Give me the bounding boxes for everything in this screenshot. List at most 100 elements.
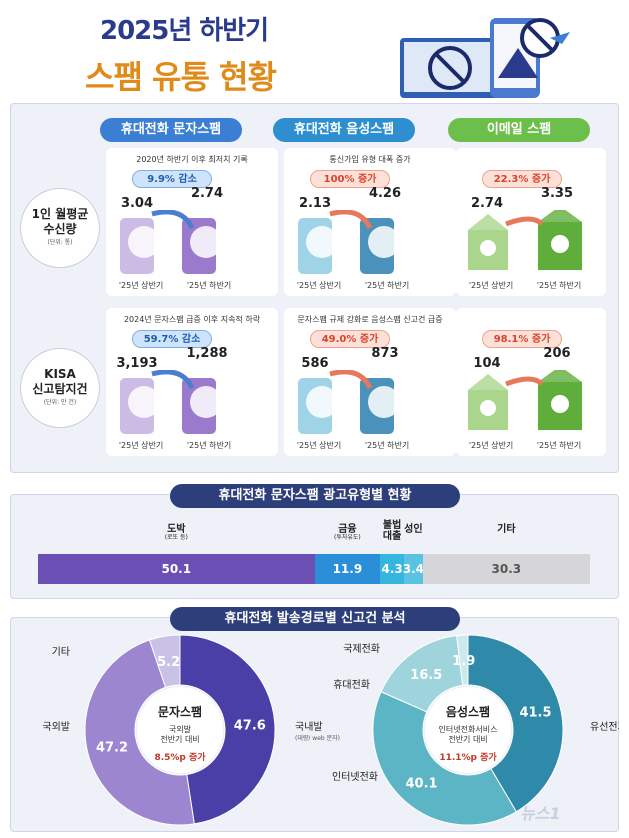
donut-slice	[456, 634, 469, 686]
donut-slice-note: (대량/ web 문자)	[295, 734, 340, 742]
watermark: 뉴스1	[520, 804, 561, 823]
column-header-email: 이메일 스팸	[448, 118, 590, 142]
change-badge: 22.3% 증가	[482, 170, 562, 188]
donut-slice-label: 유선전화	[590, 721, 619, 733]
phone-icons	[298, 210, 400, 274]
donut-center-highlight: 8.5%p 증가	[154, 751, 206, 763]
column-header-voice: 휴대전화 음성스팸	[273, 118, 415, 142]
donut-center-highlight: 11.1%p 증가	[439, 751, 497, 763]
period-label-second: '25년 하반기	[364, 281, 410, 290]
bar-segment: 11.9	[314, 554, 381, 584]
donut-slice-value: 16.5	[410, 668, 442, 683]
bar-category-label: 도박 (로또 등)	[136, 524, 216, 542]
period-label-first: '25년 상반기	[468, 441, 514, 450]
bar-category-label: 성인	[404, 524, 423, 535]
donut-slice	[179, 634, 276, 825]
value-first-half: 3.04	[120, 196, 154, 211]
bar-category-note: (로또 등)	[164, 534, 188, 541]
donut-slice-value: 1.9	[452, 654, 475, 669]
bar-segment: 50.1	[38, 554, 315, 584]
donut-slice-value: 40.1	[406, 776, 438, 791]
bar-category-label: 금융 (투자유도)	[307, 524, 387, 542]
donut-slice-label: 국내발	[295, 721, 323, 733]
value-second-half: 1,288	[186, 346, 228, 361]
period-label-second: '25년 하반기	[364, 441, 410, 450]
bar-category-label: 기타	[497, 524, 516, 535]
column-header-sms: 휴대전화 문자스팸	[100, 118, 242, 142]
donut-center-text: 전반기 대비	[448, 734, 487, 744]
row-unit: (단위: 만 건)	[43, 399, 77, 406]
donut-slice	[467, 634, 564, 813]
value-second-half: 2.74	[190, 186, 224, 201]
row-label-text: KISA 신고탐지건	[32, 367, 88, 396]
value-first-half: 2.74	[470, 196, 504, 211]
period-label-first: '25년 상반기	[468, 281, 514, 290]
period-label-first: '25년 상반기	[118, 441, 164, 450]
section2-title: 휴대전화 문자스팸 광고유형별 현황	[170, 484, 460, 508]
value-first-half: 3,193	[116, 356, 158, 371]
donut-center-text: 국외발	[169, 724, 192, 734]
row-label-text: 1인 월평균 수신량	[31, 207, 89, 236]
period-label-second: '25년 하반기	[536, 441, 582, 450]
donut-center	[425, 687, 511, 773]
bar-category-note: (투자유도)	[334, 534, 361, 541]
header-illustration	[400, 18, 570, 98]
value-first-half: 104	[473, 356, 501, 371]
period-label-second: '25년 하반기	[186, 281, 232, 290]
donut-slice-value: 41.5	[519, 706, 551, 721]
value-second-half: 3.35	[540, 186, 574, 201]
value-first-half: 2.13	[298, 196, 332, 211]
donut-slice	[84, 639, 195, 826]
value-first-half: 586	[301, 356, 329, 371]
donut-slice-label: 인터넷전화	[332, 771, 378, 783]
phone-icons	[298, 370, 400, 434]
donut-center-title: 음성스팸	[446, 704, 490, 719]
email-icons	[468, 370, 582, 430]
section3-title: 휴대전화 발송경로별 신고건 분석	[170, 607, 460, 631]
change-badge: 59.7% 감소	[132, 330, 212, 348]
title-line1: 2025년 하반기	[100, 16, 269, 46]
value-second-half: 206	[543, 346, 571, 361]
donut-slice-value: 47.2	[96, 741, 128, 756]
change-badge: 9.9% 감소	[132, 170, 212, 188]
donut-center	[137, 687, 223, 773]
row-label-reports: KISA 신고탐지건 (단위: 만 건)	[20, 348, 100, 428]
change-badge: 49.0% 증가	[310, 330, 390, 348]
period-label-second: '25년 하반기	[536, 281, 582, 290]
phone-icons	[120, 210, 222, 274]
donut-slice-value: 47.6	[234, 719, 266, 734]
route-donut-charts: 47.6 국내발(대량/ web 문자)47.2국외발5.2기타문자스팸국외발전반…	[42, 634, 619, 826]
period-label-first: '25년 상반기	[296, 281, 342, 290]
donut-center-text: 전반기 대비	[160, 734, 199, 744]
bar-segment: 30.3	[422, 554, 590, 584]
card-subtitle: 2020년 하반기 이후 최저치 기록	[136, 155, 248, 164]
period-label-second: '25년 하반기	[186, 441, 232, 450]
donut-slice-label: 국제전화	[343, 643, 380, 655]
period-label-first: '25년 상반기	[118, 281, 164, 290]
change-badge: 100% 증가	[310, 170, 390, 188]
donut-slice-label: 기타	[52, 646, 70, 658]
ad-type-bar-chart: 도박 (로또 등) 50.1 금융 (투자유도) 11.9 불법 대출 4.3 성인 3.4 기타 3…	[38, 520, 590, 590]
row-label-monthly: 1인 월평균 수신량 (단위: 통)	[20, 188, 100, 268]
email-icons	[468, 210, 582, 270]
change-badge: 98.1% 증가	[482, 330, 562, 348]
donut-center-title: 문자스팸	[158, 704, 202, 719]
bar-segment: 4.3	[380, 554, 404, 584]
donut-slice-value: 5.2	[157, 655, 180, 670]
bar-category-label: 불법 대출	[382, 520, 402, 542]
value-second-half: 873	[371, 346, 399, 361]
card-subtitle: 2024년 문자스팸 급증 이후 지속적 하락	[123, 315, 261, 324]
row-unit: (단위: 통)	[47, 239, 73, 246]
title-line2: 스팸 유통 현황	[85, 58, 277, 96]
donut-center-text: 인터넷전화서비스	[439, 724, 498, 734]
donut-slice-label: 휴대전화	[333, 679, 370, 691]
card-subtitle: 문자스팸 규제 강화로 음성스팸 신고건 급증	[297, 315, 443, 324]
period-label-first: '25년 상반기	[296, 441, 342, 450]
phone-icons	[120, 370, 222, 434]
value-second-half: 4.26	[368, 186, 402, 201]
donut-slice-label: 국외발	[42, 721, 70, 733]
card-subtitle: 통신가입 유형 대폭 증가	[329, 155, 411, 164]
donut-slice	[372, 691, 518, 826]
bar-segment: 3.4	[403, 554, 424, 584]
donut-slice	[148, 634, 181, 689]
